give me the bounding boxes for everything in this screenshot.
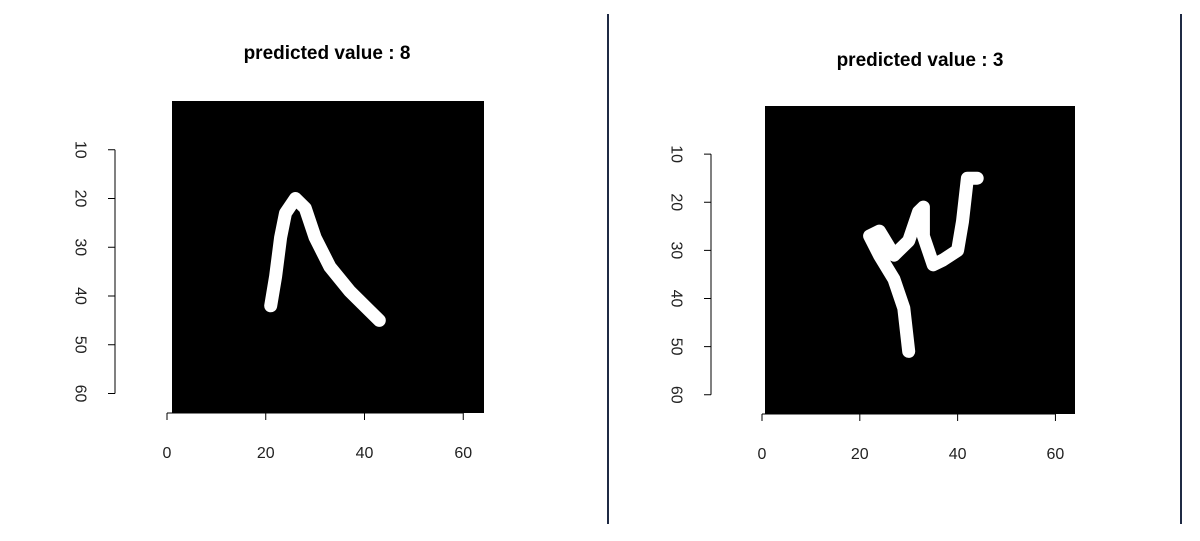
y-tick-label: 20 bbox=[668, 193, 685, 211]
x-tick-label: 40 bbox=[949, 446, 967, 463]
handwritten-digit-stroke bbox=[264, 192, 386, 327]
y-tick-label: 10 bbox=[72, 141, 89, 159]
x-tick-label: 20 bbox=[257, 445, 275, 462]
chart-title-2: predicted value : 3 bbox=[836, 50, 1004, 71]
y-tick-label: 30 bbox=[668, 241, 685, 259]
x-tick-label: 0 bbox=[758, 446, 767, 463]
image-plot-1: 0 20 40 60 10 20 30 40 50 60 bbox=[72, 101, 484, 462]
y-tick-label: 50 bbox=[668, 338, 685, 356]
handwritten-digit-stroke bbox=[863, 171, 984, 358]
x-tick-label: 20 bbox=[851, 446, 869, 463]
y-tick-label: 30 bbox=[72, 238, 89, 256]
y-tick-label: 40 bbox=[72, 287, 89, 305]
x-tick-label: 40 bbox=[356, 445, 374, 462]
x-tick-label: 60 bbox=[454, 445, 472, 462]
y-tick-label: 10 bbox=[668, 145, 685, 163]
y-tick-label: 20 bbox=[72, 190, 89, 208]
x-tick-label: 0 bbox=[163, 445, 172, 462]
chart-title-1: predicted value : 8 bbox=[243, 43, 411, 64]
y-tick-label: 40 bbox=[668, 290, 685, 308]
panel-divider-2 bbox=[1180, 14, 1182, 524]
y-tick-label: 60 bbox=[668, 386, 685, 404]
panel-divider-1 bbox=[607, 14, 609, 524]
image-background bbox=[765, 106, 1075, 414]
x-tick-label: 60 bbox=[1047, 446, 1065, 463]
y-tick-label: 60 bbox=[72, 385, 89, 403]
y-tick-label: 50 bbox=[72, 336, 89, 354]
